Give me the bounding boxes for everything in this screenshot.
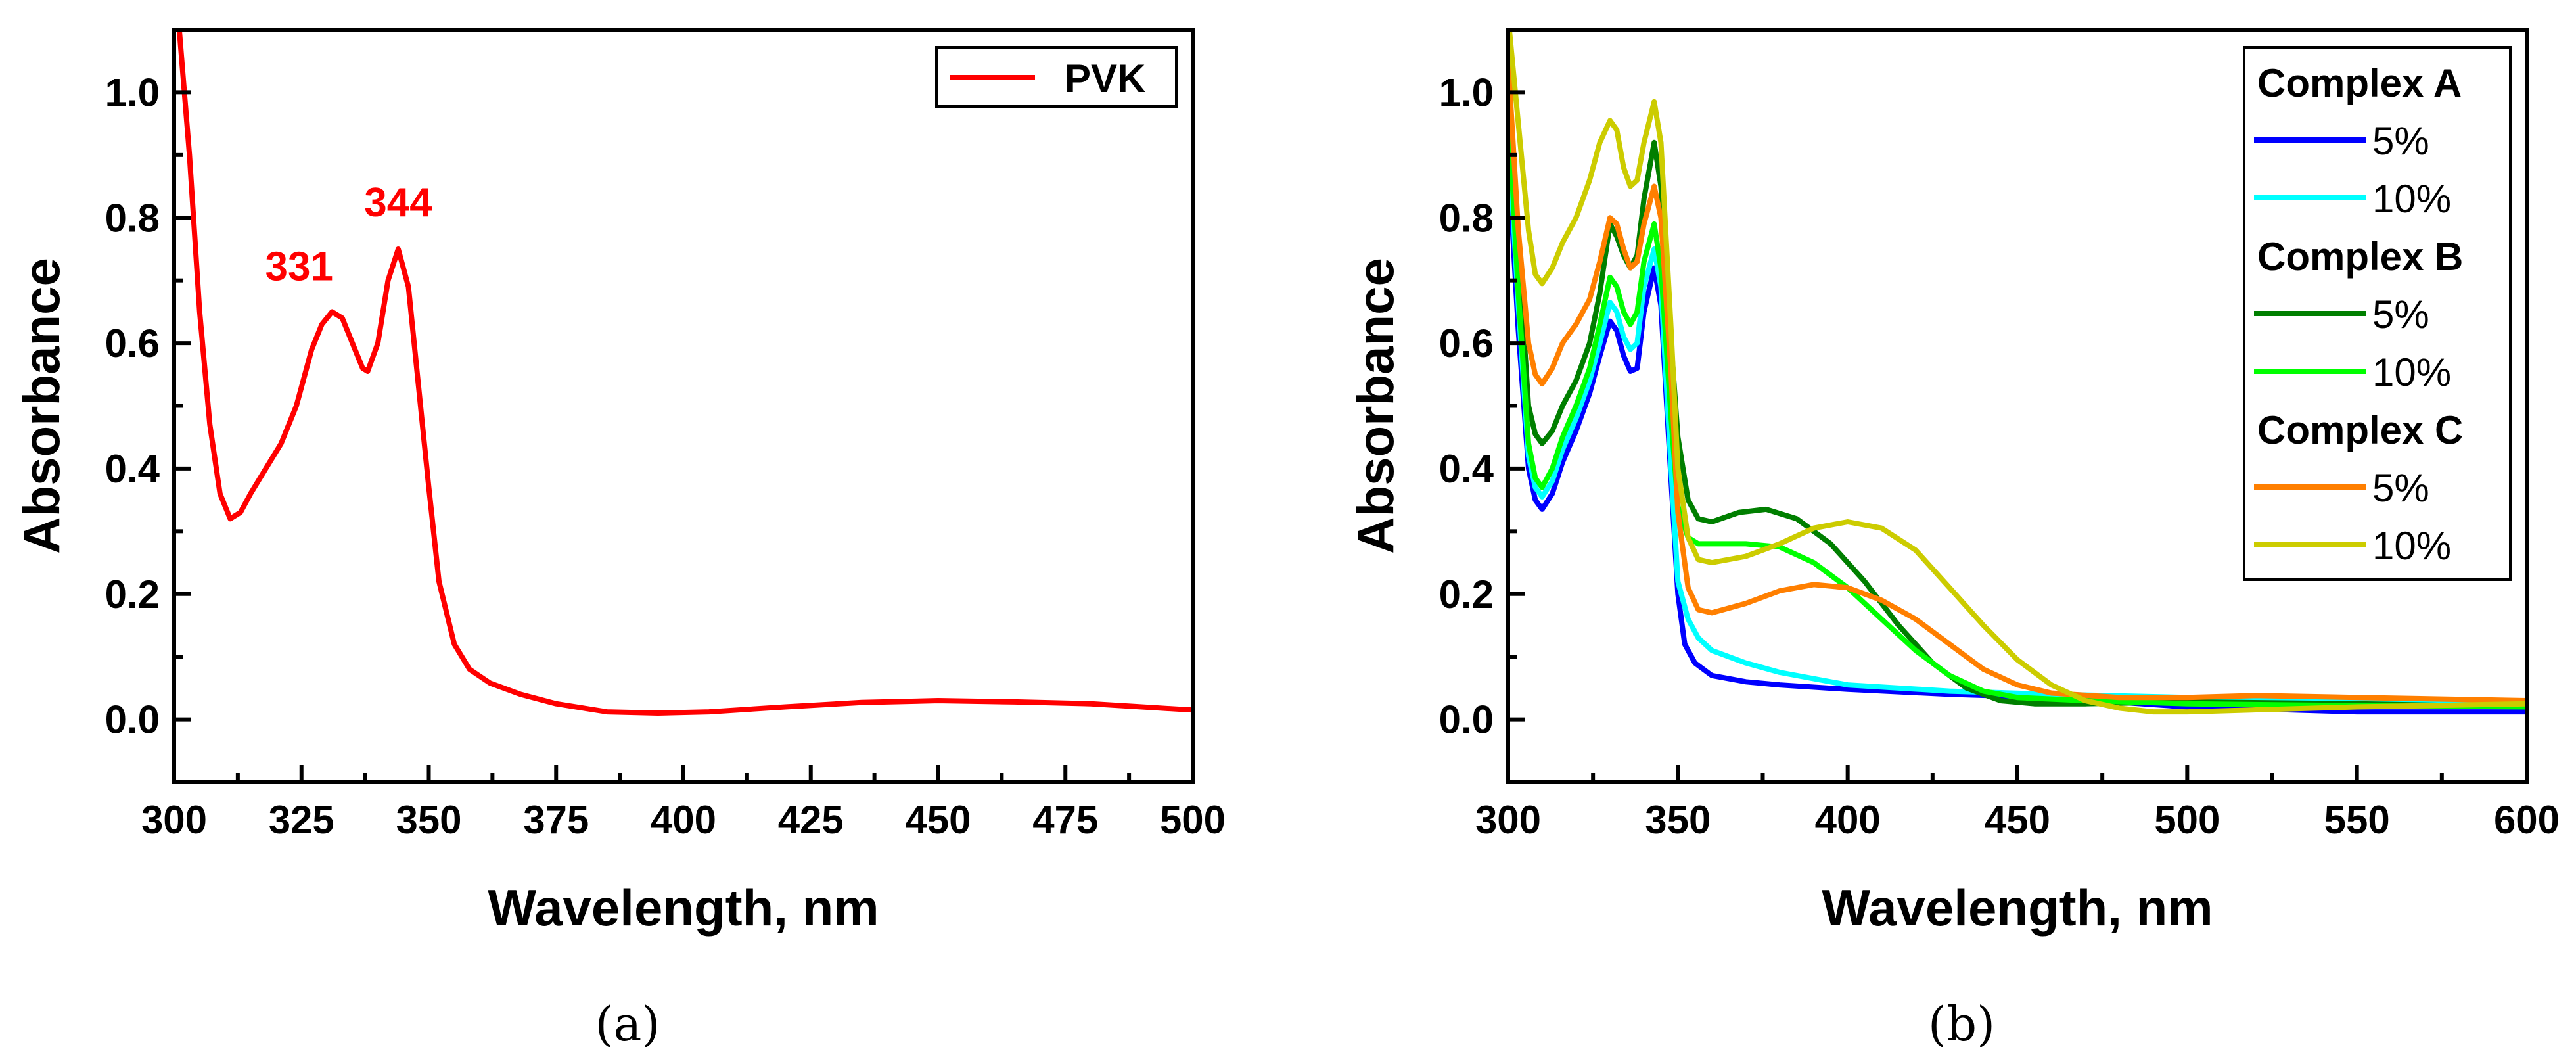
panel-b-legend-label-3: 10% [2372, 350, 2451, 394]
panel-a-x-tick-label-4: 400 [651, 798, 716, 842]
panel-a-x-tick-label-1: 325 [269, 798, 334, 842]
panel-b-chart: 300 350 400 450 500 550 600 0.0 0.2 0.4 0.6 0.8 1.0 W… [1346, 28, 2560, 937]
panel-b-label: (b) [1928, 996, 1995, 1047]
panel-a-x-axis-title: Wavelength, nm [488, 879, 879, 937]
panel-b-series-line-5 [1508, 30, 2527, 715]
panel-a-y-tick-label-2: 0.4 [105, 447, 160, 491]
panel-a-x-tick-label-0: 300 [141, 798, 207, 842]
panel-b-y-tick-label-1: 0.2 [1439, 572, 1494, 617]
panel-b-legend-label-2: 5% [2372, 292, 2429, 337]
panel-a-y-tick-label-4: 0.8 [105, 196, 160, 240]
panel-b-y-axis-title: Absorbance [1346, 258, 1404, 554]
panel-b-legend-label-0: 5% [2372, 119, 2429, 163]
panel-b-legend-group-title-2: Complex C [2257, 408, 2463, 452]
panel-a-peak-label-344: 344 [364, 180, 432, 225]
panel-a-x-tick-label-5: 425 [778, 798, 844, 842]
panel-a-x-tick-label-2: 350 [396, 798, 461, 842]
panel-a-y-tick-label-0: 0.0 [105, 698, 160, 742]
panel-a-legend-label-0: PVK [1065, 57, 1145, 101]
panel-b-x-tick-label-0: 300 [1475, 798, 1541, 842]
panel-b-legend-label-5: 10% [2372, 524, 2451, 568]
panel-b-y-tick-label-0: 0.0 [1439, 698, 1494, 742]
panel-a-y-axis-title: Absorbance [12, 258, 70, 554]
panel-a-y-tick-label-1: 0.2 [105, 572, 160, 617]
panel-b-legend-label-1: 10% [2372, 177, 2451, 221]
panel-b-legend-group-title-0: Complex A [2257, 61, 2462, 105]
panel-a-label: (a) [595, 996, 660, 1047]
panel-a-plot-frame [172, 28, 1195, 784]
panel-a-x-tick-label-7: 475 [1032, 798, 1098, 842]
panel-b-x-tick-label-3: 450 [1985, 798, 2050, 842]
panel-b-y-tick-label-3: 0.6 [1439, 321, 1494, 365]
panel-a-y-tick-label-3: 0.6 [105, 321, 160, 365]
panel-b-x-tick-label-4: 500 [2154, 798, 2220, 842]
panel-b-series-line-3 [1508, 102, 2527, 710]
panel-b-x-tick-label-1: 350 [1645, 798, 1711, 842]
panel-b-x-axis-title: Wavelength, nm [1822, 879, 2213, 937]
panel-a-x-tick-label-8: 500 [1160, 798, 1226, 842]
panel-a-y-tick-label-5: 1.0 [105, 70, 160, 114]
panel-b-series-line-1 [1508, 127, 2527, 705]
panel-b-x-tick-label-2: 400 [1815, 798, 1881, 842]
panel-b-legend-group-title-1: Complex B [2257, 235, 2463, 279]
panel-a-x-tick-label-6: 450 [905, 798, 971, 842]
panel-a-series-line-0 [176, 30, 1193, 716]
panel-a-peak-label-331: 331 [265, 244, 333, 289]
panel-a-chart: 300 325 350 375 400 425 450 475 500 0.0 0.2 0.4 0.6 0… [12, 28, 1226, 937]
panel-b-y-tick-label-5: 1.0 [1439, 70, 1494, 114]
panel-b-y-tick-label-4: 0.8 [1439, 196, 1494, 240]
panel-a-x-tick-label-3: 375 [523, 798, 589, 842]
panel-b-series-line-0 [1508, 152, 2527, 715]
panel-b-x-tick-label-6: 600 [2494, 798, 2560, 842]
panel-b-x-tick-label-5: 550 [2324, 798, 2390, 842]
panel-b-y-tick-label-2: 0.4 [1439, 447, 1494, 491]
panel-b-legend-label-4: 5% [2372, 466, 2429, 510]
